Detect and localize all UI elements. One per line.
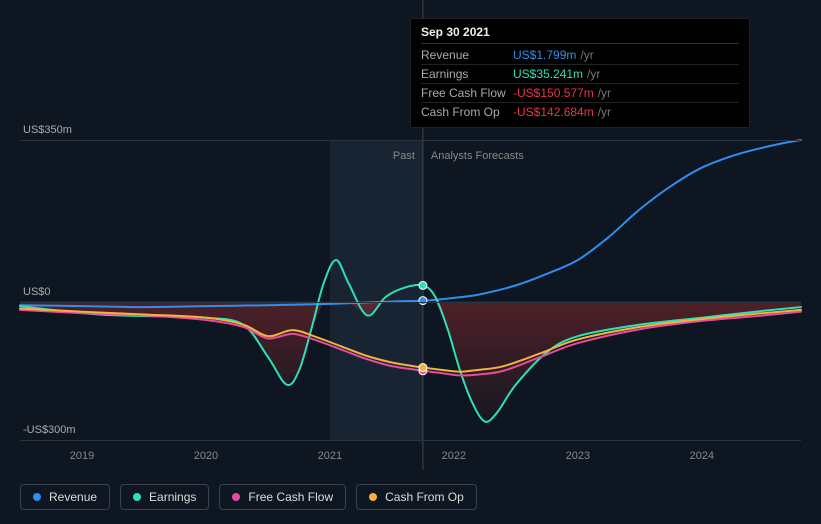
tooltip-row-value: US$35.241m (513, 67, 583, 81)
tooltip-row-suffix: /yr (598, 86, 611, 100)
legend-item-cfo[interactable]: Cash From Op (356, 484, 477, 510)
legend-item-revenue[interactable]: Revenue (20, 484, 110, 510)
gridline (20, 140, 801, 141)
legend-label: Cash From Op (385, 490, 464, 504)
tooltip-row: Free Cash Flow-US$150.577m/yr (421, 84, 739, 103)
x-axis-label: 2023 (566, 450, 590, 462)
tooltip-row-suffix: /yr (587, 67, 600, 81)
gridline (20, 302, 801, 303)
legend-dot-icon (232, 493, 240, 501)
tooltip-row-value: -US$142.684m (513, 105, 594, 119)
tooltip-row: EarningsUS$35.241m/yr (421, 65, 739, 84)
tooltip-row: Cash From Op-US$142.684m/yr (421, 103, 739, 121)
chart-legend: Revenue Earnings Free Cash Flow Cash From O… (20, 484, 477, 510)
y-axis-label: US$350m (23, 124, 72, 136)
x-axis-label: 2024 (690, 450, 714, 462)
legend-label: Free Cash Flow (248, 490, 333, 504)
legend-label: Earnings (149, 490, 196, 504)
marker-cfo (419, 364, 427, 372)
x-axis-label: 2020 (194, 450, 218, 462)
tooltip-row-label: Free Cash Flow (421, 86, 513, 100)
legend-item-earnings[interactable]: Earnings (120, 484, 209, 510)
tooltip-row-suffix: /yr (580, 48, 593, 62)
tooltip-rows: RevenueUS$1.799m/yrEarningsUS$35.241m/yr… (421, 46, 739, 121)
forecast-label: Analysts Forecasts (431, 150, 524, 162)
tooltip-row: RevenueUS$1.799m/yr (421, 46, 739, 65)
past-label: Past (393, 150, 415, 162)
x-axis-label: 2022 (442, 450, 466, 462)
legend-dot-icon (33, 493, 41, 501)
legend-item-fcf[interactable]: Free Cash Flow (219, 484, 346, 510)
chart-svg (20, 140, 801, 440)
x-axis-label: 2021 (318, 450, 342, 462)
y-axis-label: -US$300m (23, 424, 76, 436)
y-axis-label: US$0 (23, 286, 51, 298)
tooltip-row-value: US$1.799m (513, 48, 576, 62)
plot-area[interactable] (20, 140, 801, 440)
legend-label: Revenue (49, 490, 97, 504)
tooltip-row-label: Revenue (421, 48, 513, 62)
tooltip-date: Sep 30 2021 (421, 25, 739, 44)
tooltip-row-label: Cash From Op (421, 105, 513, 119)
chart-tooltip: Sep 30 2021 RevenueUS$1.799m/yrEarningsU… (410, 18, 750, 128)
marker-earnings (419, 281, 427, 289)
legend-dot-icon (369, 493, 377, 501)
financial-chart: Sep 30 2021 RevenueUS$1.799m/yrEarningsU… (0, 0, 821, 524)
x-axis-label: 2019 (70, 450, 94, 462)
tooltip-row-suffix: /yr (598, 105, 611, 119)
tooltip-row-value: -US$150.577m (513, 86, 594, 100)
highlight-band (330, 140, 423, 440)
legend-dot-icon (133, 493, 141, 501)
tooltip-row-label: Earnings (421, 67, 513, 81)
gridline (20, 440, 801, 441)
